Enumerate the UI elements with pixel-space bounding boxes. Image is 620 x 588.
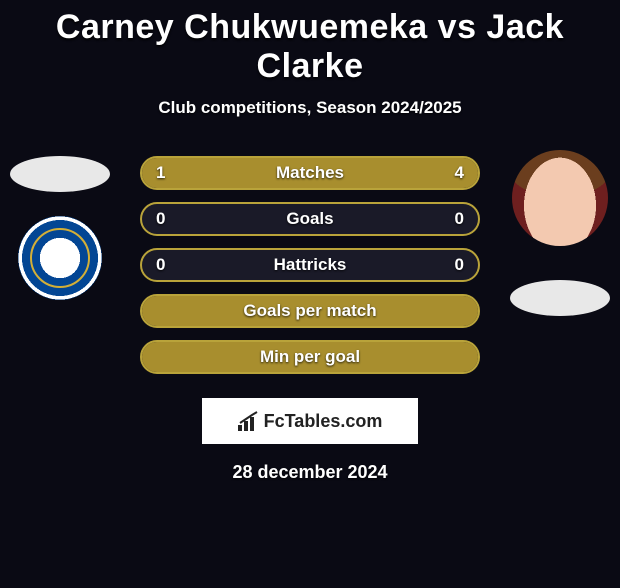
- branding-box: FcTables.com: [202, 398, 418, 444]
- page-title: Carney Chukwuemeka vs Jack Clarke: [0, 8, 620, 86]
- stat-value-right: 4: [455, 163, 464, 183]
- player-right-column: [508, 150, 612, 316]
- stats-bars: 1 4 Matches 0 0 Goals 0 0 Hattricks Goals per mat…: [140, 156, 480, 374]
- date-text: 28 december 2024: [0, 462, 620, 483]
- player-left-column: [8, 150, 112, 300]
- stat-bar: 0 0 Hattricks: [140, 248, 480, 282]
- stat-label: Goals per match: [243, 301, 376, 321]
- fctables-logo-icon: [238, 411, 258, 431]
- stat-bar: 0 0 Goals: [140, 202, 480, 236]
- player-left-photo: [10, 156, 110, 192]
- stat-bar-fill-left: [142, 158, 209, 188]
- stat-label: Hattricks: [274, 255, 347, 275]
- stat-value-right: 0: [455, 209, 464, 229]
- player-right-club-badge: [510, 280, 610, 316]
- stat-value-left: 0: [156, 255, 165, 275]
- stat-label: Matches: [276, 163, 344, 183]
- stat-bar: Goals per match: [140, 294, 480, 328]
- stat-value-left: 1: [156, 163, 165, 183]
- comparison-panel: 1 4 Matches 0 0 Goals 0 0 Hattricks Goals per mat…: [0, 156, 620, 374]
- player-left-club-badge: [18, 216, 102, 300]
- stat-label: Goals: [286, 209, 333, 229]
- player-right-photo: [512, 150, 608, 246]
- stat-bar: Min per goal: [140, 340, 480, 374]
- branding-text: FcTables.com: [264, 411, 383, 432]
- chelsea-crest-icon: [18, 216, 102, 300]
- stat-bar: 1 4 Matches: [140, 156, 480, 190]
- page-subtitle: Club competitions, Season 2024/2025: [0, 98, 620, 118]
- stat-value-right: 0: [455, 255, 464, 275]
- stat-label: Min per goal: [260, 347, 360, 367]
- stat-value-left: 0: [156, 209, 165, 229]
